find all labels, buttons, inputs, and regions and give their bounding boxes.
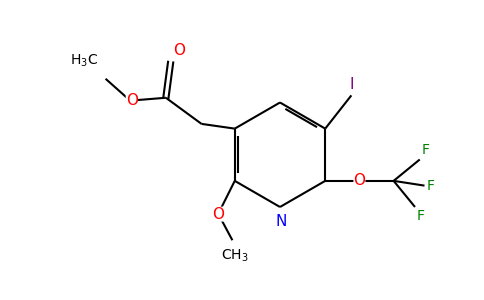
Text: I: I: [349, 76, 354, 92]
Text: F: F: [416, 209, 424, 224]
Text: F: F: [422, 143, 430, 157]
Text: N: N: [275, 214, 287, 229]
Text: O: O: [173, 43, 185, 58]
Text: O: O: [353, 173, 365, 188]
Text: O: O: [126, 93, 137, 108]
Text: CH$_3$: CH$_3$: [221, 248, 249, 264]
Text: H$_3$C: H$_3$C: [70, 53, 98, 69]
Text: O: O: [212, 207, 224, 222]
Text: F: F: [427, 178, 435, 193]
